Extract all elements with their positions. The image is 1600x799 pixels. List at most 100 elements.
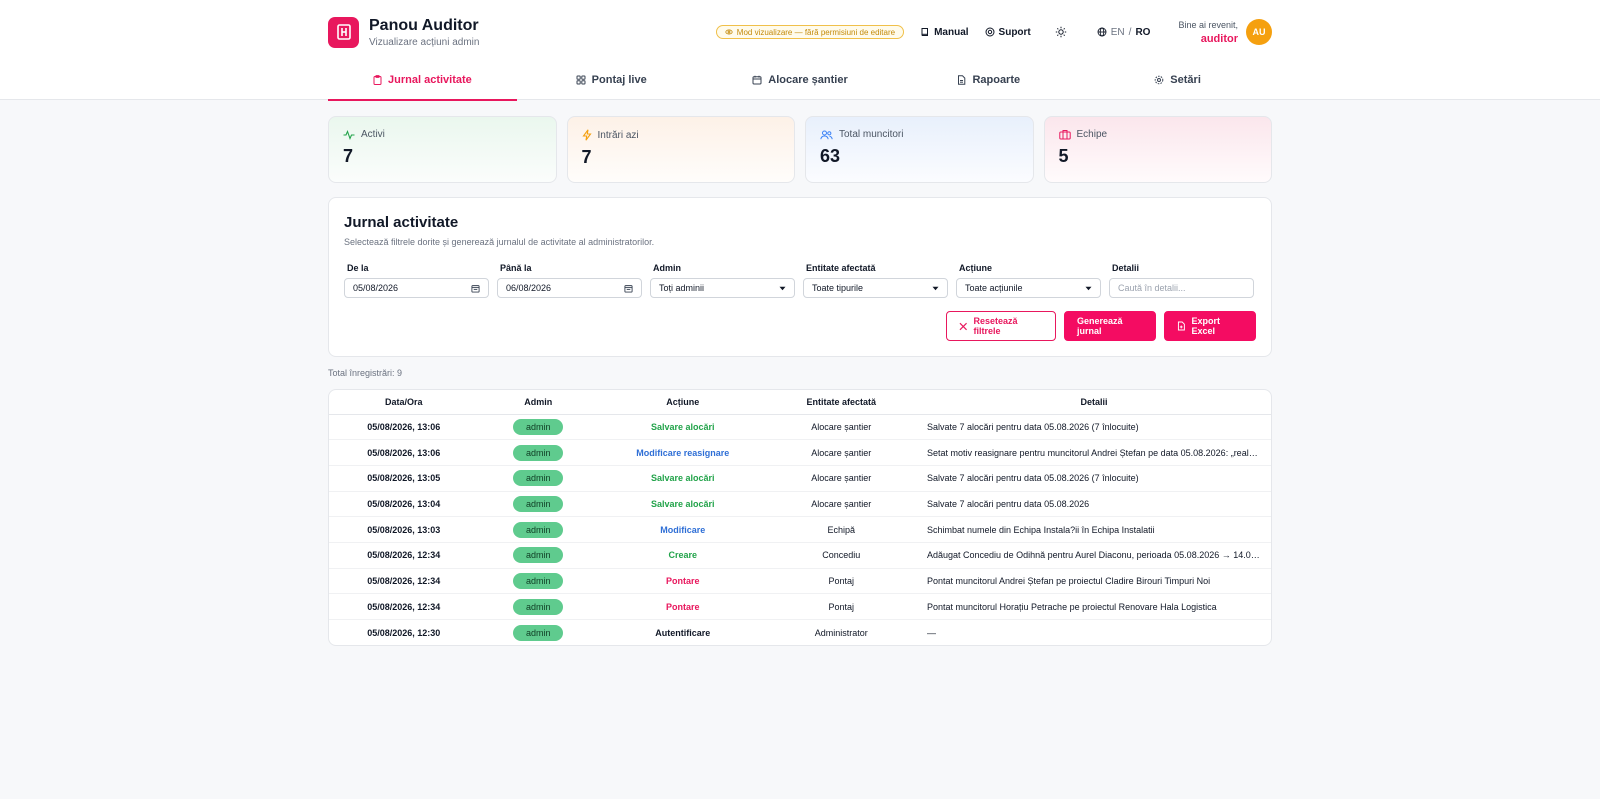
cell-details: Salvate 7 alocări pentru data 05.08.2026… <box>915 414 1271 441</box>
app-logo[interactable] <box>328 16 359 48</box>
entity-select-value: Toate tipurile <box>812 283 864 293</box>
cell-date: 05/08/2026, 12:34 <box>329 542 479 569</box>
entity-label: Entitate afectată <box>806 263 876 273</box>
table-row[interactable]: 05/08/2026, 12:34 admin Pontare Pontaj Ponta… <box>329 593 1271 620</box>
tab-setari[interactable]: Setări <box>1083 62 1272 100</box>
stat-card-echipe: Echipe 5 <box>1043 116 1272 183</box>
col-header-action[interactable]: Acțiune <box>598 390 768 415</box>
brand: Panou Auditor Vizualizare acțiuni admin <box>369 17 479 48</box>
table-row[interactable]: 05/08/2026, 13:06 admin Modificare reasign… <box>329 439 1271 466</box>
from-label: De la <box>347 263 369 273</box>
cell-entity: Administrator <box>814 627 868 638</box>
col-header-details[interactable]: Detalii <box>915 390 1271 415</box>
table-row[interactable]: 05/08/2026, 13:03 admin Modificare Echipă Sc… <box>329 516 1271 543</box>
cell-action: Pontare <box>598 568 768 595</box>
col-header-entity[interactable]: Entitate afectată <box>767 390 915 415</box>
file-icon <box>958 75 966 85</box>
app-subtitle: Vizualizare acțiuni admin <box>369 36 480 48</box>
cell-entity: Alocare șantier <box>767 491 915 518</box>
reset-filters-button[interactable]: Resetează filtrele <box>946 311 1056 341</box>
stats-row: Activi 7 Intrări azi 7 Total muncitori 6… <box>328 116 1272 183</box>
details-search-input[interactable]: Caută în detalii... <box>1109 278 1254 298</box>
users-icon <box>820 130 833 139</box>
cell-admin: admin <box>478 414 599 441</box>
eye-icon <box>725 29 733 35</box>
export-excel-button[interactable]: Export Excel <box>1164 311 1256 341</box>
table-row[interactable]: 05/08/2026, 12:34 admin Pontare Pontaj Ponta… <box>329 568 1271 595</box>
admin-badge: admin <box>513 418 564 435</box>
view-mode-label: Mod vizualizare — fără permisiuni de edi… <box>736 27 896 37</box>
col-header-admin[interactable]: Admin <box>478 390 599 415</box>
admin-select[interactable]: Toți adminii <box>650 278 795 298</box>
manual-label: Manual <box>934 26 969 38</box>
close-icon <box>959 322 967 330</box>
activity-table: Data/Ora Admin Acțiune Entitate afectată… <box>329 390 1271 645</box>
generate-log-button[interactable]: Generează jurnal <box>1064 311 1156 341</box>
calendar-icon[interactable] <box>624 284 633 293</box>
header-bar: Panou Auditor Vizualizare acțiuni admin … <box>328 16 1272 48</box>
header-actions: Mod vizualizare — fără permisiuni de edi… <box>715 19 1272 45</box>
stat-value: 7 <box>343 146 354 166</box>
table-row[interactable]: 05/08/2026, 13:06 admin Salvare alocări Alo… <box>329 414 1271 441</box>
filter-card: Jurnal activitate Selectează filtrele do… <box>328 197 1272 357</box>
entity-select[interactable]: Toate tipurile <box>803 278 948 298</box>
welcome-block: Bine ai revenit, auditor <box>1178 20 1238 45</box>
theme-toggle[interactable] <box>1055 26 1067 38</box>
stat-header: Total muncitori <box>820 129 1019 140</box>
cell-entity: Alocare șantier <box>767 414 915 441</box>
lang-ro[interactable]: RO <box>1135 26 1151 38</box>
cell-admin: admin <box>478 516 599 543</box>
language-switcher[interactable]: EN / RO <box>1097 26 1151 38</box>
stat-label: Intrări azi <box>597 129 639 141</box>
details-label: Detalii <box>1112 263 1140 273</box>
cell-date: 05/08/2026, 13:06 <box>329 439 479 466</box>
stat-value: 7 <box>581 147 592 167</box>
manual-link[interactable]: Manual <box>920 26 969 38</box>
file-plus-icon <box>1177 321 1185 331</box>
tab-rapoarte[interactable]: Rapoarte <box>894 62 1083 100</box>
filter-from: De la 05/08/2026 <box>344 263 489 298</box>
support-link[interactable]: Suport <box>985 27 1031 38</box>
col-header-date[interactable]: Data/Ora <box>329 390 479 415</box>
tab-label: Rapoarte <box>972 74 1021 86</box>
from-date-input[interactable]: 05/08/2026 <box>344 278 489 298</box>
cell-admin: admin <box>478 542 599 569</box>
globe-icon <box>1097 27 1107 37</box>
filter-details: Detalii Caută în detalii... <box>1109 263 1254 298</box>
reset-filters-label: Resetează filtrele <box>973 316 1018 336</box>
cell-date: 05/08/2026, 12:30 <box>367 627 441 638</box>
tab-label: Pontaj live <box>591 74 647 86</box>
cell-date: 05/08/2026, 12:34 <box>329 568 479 595</box>
action-select[interactable]: Toate acțiunile <box>956 278 1101 298</box>
cell-admin: admin <box>478 568 599 595</box>
from-date-value: 05/08/2026 <box>353 283 399 293</box>
tab-pontaj-live[interactable]: Pontaj live <box>517 62 706 100</box>
stat-card-activi: Activi 7 <box>328 116 557 183</box>
avatar[interactable]: AU <box>1246 19 1272 45</box>
cell-date: 05/08/2026, 13:06 <box>329 414 479 441</box>
stat-label: Activi <box>361 129 385 140</box>
admin-badge: admin <box>513 495 564 512</box>
username: auditor <box>1200 32 1238 45</box>
table-row[interactable]: 05/08/2026, 12:34 admin Creare Concediu Adău… <box>329 542 1271 569</box>
to-date-input[interactable]: 06/08/2026 <box>497 278 642 298</box>
tab-jurnal-activitate[interactable]: Jurnal activitate <box>328 62 517 101</box>
filter-action: Acțiune Toate acțiunile <box>956 263 1101 298</box>
tab-label: Jurnal activitate <box>388 74 472 86</box>
cell-action: Salvare alocări <box>598 491 768 518</box>
action-select-value: Toate acțiunile <box>965 283 1023 293</box>
tab-alocare-santier[interactable]: Alocare șantier <box>706 62 895 100</box>
table-row[interactable]: 05/08/2026, 12:30 admin Autentificare Admin… <box>329 620 1271 646</box>
cell-admin: admin <box>478 491 599 518</box>
lang-en[interactable]: EN <box>1110 26 1125 38</box>
cell-admin: admin <box>478 620 598 646</box>
table-row[interactable]: 05/08/2026, 13:05 admin Salvare alocări Alo… <box>329 465 1271 492</box>
admin-badge: admin <box>513 444 564 461</box>
cell-date: 05/08/2026, 13:03 <box>329 516 479 543</box>
bolt-icon <box>581 129 592 141</box>
app-title: Panou Auditor <box>369 16 479 34</box>
calendar-icon[interactable] <box>471 284 480 293</box>
table-header-row: Data/Ora Admin Acțiune Entitate afectată… <box>329 390 1271 415</box>
table-row[interactable]: 05/08/2026, 13:04 admin Salvare alocări Alo… <box>329 491 1271 518</box>
admin-label: Admin <box>653 263 681 273</box>
